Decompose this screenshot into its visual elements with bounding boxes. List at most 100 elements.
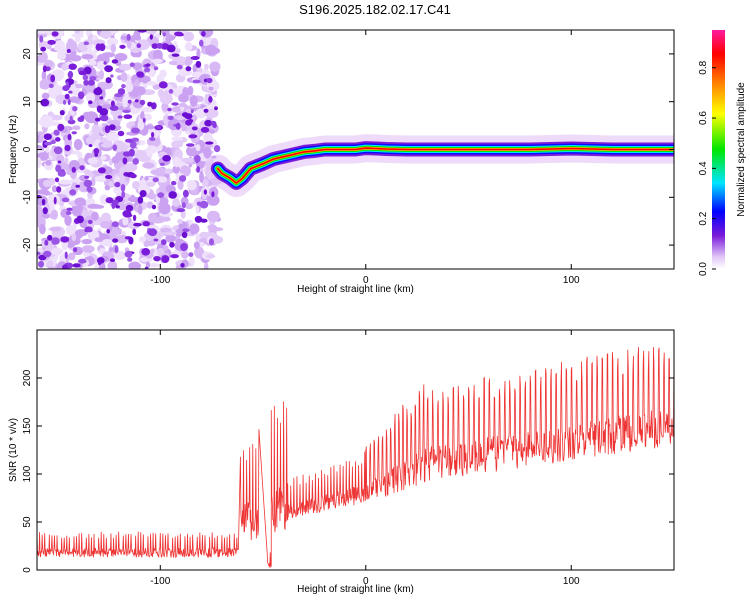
noise-blob: [132, 214, 137, 222]
spectrogram-ytick-label: -10: [22, 190, 33, 205]
noise-blob: [111, 156, 120, 164]
noise-blob: [79, 30, 84, 38]
noise-blob: [208, 86, 214, 91]
noise-blob: [41, 92, 50, 100]
noise-blob: [105, 197, 114, 204]
noise-blob: [206, 77, 213, 84]
noise-blob: [56, 52, 67, 60]
noise-blob: [196, 166, 201, 173]
noise-blob: [191, 71, 203, 78]
noise-blob: [145, 63, 151, 67]
noise-blob: [48, 83, 54, 89]
noise-blob: [109, 258, 116, 263]
noise-blob: [181, 231, 188, 238]
noise-blob: [139, 99, 146, 106]
noise-blob: [155, 125, 161, 129]
noise-blob: [132, 158, 139, 165]
noise-blob: [44, 239, 49, 246]
noise-blob: [68, 90, 73, 94]
noise-blob: [64, 251, 68, 259]
noise-blob: [208, 96, 213, 103]
noise-blob: [137, 196, 144, 204]
noise-blob: [68, 96, 81, 103]
noise-blob: [157, 176, 168, 183]
noise-blob: [88, 100, 93, 105]
noise-blob: [171, 136, 184, 141]
noise-blob: [131, 127, 140, 134]
noise-blob: [199, 30, 214, 38]
noise-blob: [96, 257, 105, 264]
colorbar-tick-label: 0.2: [698, 211, 709, 225]
noise-blob: [42, 207, 48, 215]
noise-blob: [171, 53, 180, 57]
noise-blob: [65, 211, 72, 215]
noise-blob: [167, 107, 172, 112]
noise-blob: [136, 71, 144, 77]
noise-blob: [153, 66, 159, 71]
noise-blob: [104, 65, 113, 73]
noise-blob: [97, 167, 106, 174]
noise-blob: [137, 118, 145, 131]
noise-blob: [79, 165, 85, 171]
noise-blob: [110, 100, 115, 107]
noise-blob: [161, 255, 170, 264]
noise-blob: [184, 41, 193, 52]
noise-blob: [67, 252, 76, 261]
noise-blob: [95, 94, 101, 101]
colorbar-gradient: [712, 30, 725, 269]
noise-blob: [185, 203, 193, 210]
noise-blob: [122, 109, 131, 113]
noise-blob: [179, 102, 187, 108]
noise-blob: [67, 70, 74, 79]
noise-blob: [189, 223, 200, 234]
noise-blob: [172, 156, 181, 168]
noise-blob: [77, 91, 85, 100]
noise-blob: [103, 61, 107, 65]
noise-blob: [151, 132, 155, 138]
noise-blob: [159, 162, 165, 166]
noise-blob: [39, 78, 51, 90]
noise-blob: [99, 30, 112, 39]
noise-blob: [117, 115, 123, 119]
noise-blob: [88, 60, 97, 66]
noise-blob: [74, 197, 86, 206]
colorbar-tick-label: 0.0: [698, 262, 709, 276]
noise-blob: [84, 226, 93, 233]
noise-blob: [55, 164, 62, 173]
noise-blob: [202, 86, 208, 92]
noise-blob: [137, 204, 143, 215]
noise-blob: [111, 59, 119, 64]
noise-blob: [171, 140, 184, 148]
noise-blob: [87, 203, 101, 209]
noise-blob: [53, 196, 57, 205]
noise-blob: [57, 170, 66, 177]
noise-blob: [145, 30, 154, 34]
noise-blob: [46, 261, 54, 267]
noise-blob: [37, 157, 42, 169]
noise-blob: [152, 58, 163, 64]
noise-blob: [180, 263, 185, 268]
noise-blob: [152, 83, 161, 90]
noise-blob: [106, 229, 110, 234]
snr-frame: [36, 329, 675, 571]
noise-blob: [105, 175, 113, 179]
noise-blob: [39, 35, 44, 43]
noise-blob: [57, 160, 62, 164]
noise-blob: [121, 84, 126, 89]
noise-blob: [87, 219, 93, 225]
noise-blob: [37, 205, 43, 218]
noise-blob: [63, 99, 67, 105]
noise-blob: [69, 87, 81, 96]
noise-blob: [153, 256, 161, 262]
noise-blob: [175, 122, 181, 130]
noise-blob: [116, 234, 128, 244]
noise-blob: [209, 238, 214, 246]
noise-blob: [181, 202, 186, 209]
spectrogram-ylabel: Frequency (Hz): [8, 115, 19, 184]
noise-blob: [201, 35, 212, 45]
noise-blob: [128, 236, 134, 245]
noise-blob: [108, 124, 116, 131]
noise-blob: [214, 106, 218, 111]
noise-blob: [185, 119, 192, 126]
noise-blob: [186, 145, 197, 157]
